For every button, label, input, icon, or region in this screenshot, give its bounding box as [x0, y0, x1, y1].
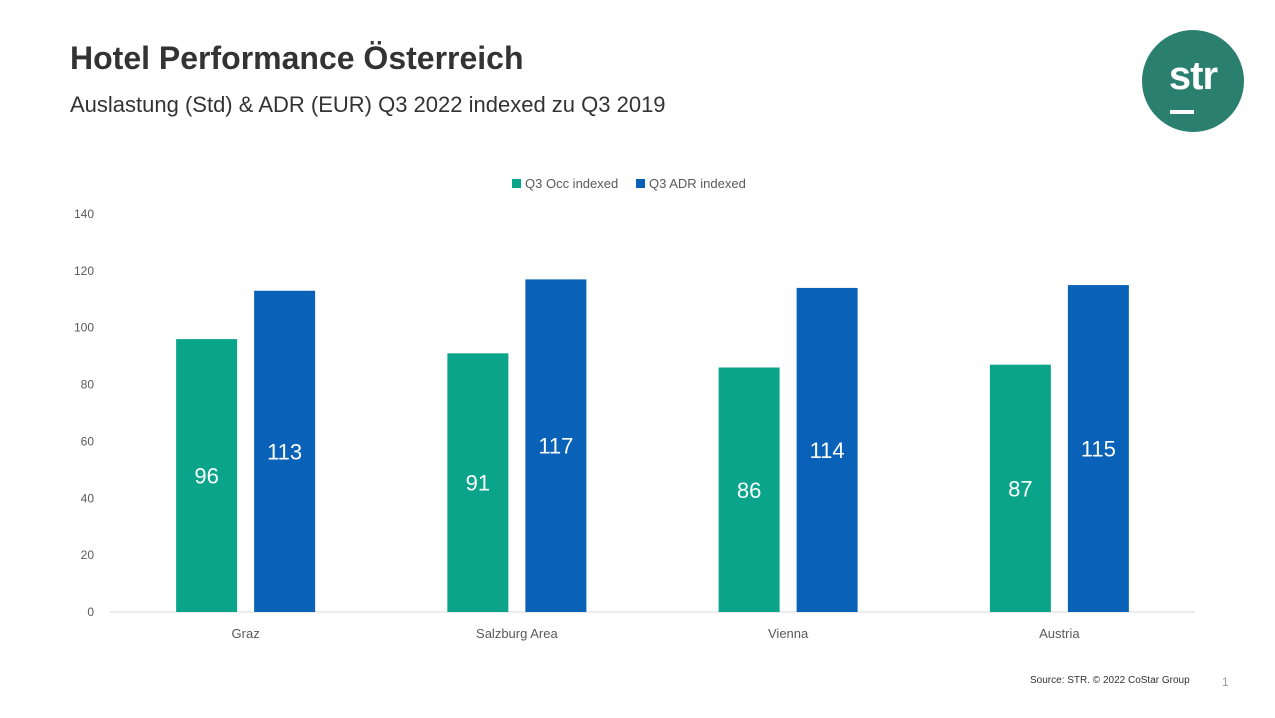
y-tick-label: 140 — [74, 207, 94, 221]
str-logo: str — [1142, 30, 1244, 132]
legend-swatch — [512, 179, 521, 188]
bar-adr — [796, 287, 858, 612]
source-note: Source: STR. © 2022 CoStar Group — [1030, 675, 1190, 686]
bar-adr — [254, 290, 316, 612]
data-label: 91 — [466, 471, 490, 496]
bar-occ — [989, 364, 1051, 612]
y-tick-label: 80 — [81, 378, 95, 392]
bar-occ — [176, 339, 238, 612]
legend-label: Q3 ADR indexed — [649, 176, 746, 191]
data-label: 87 — [1008, 476, 1032, 501]
y-tick-label: 60 — [81, 434, 95, 448]
logo-text: str — [1168, 54, 1218, 98]
legend-label: Q3 Occ indexed — [525, 176, 618, 191]
data-label: 86 — [737, 478, 761, 503]
y-tick-label: 120 — [74, 264, 94, 278]
data-label: 115 — [1081, 437, 1116, 462]
y-tick-label: 0 — [87, 605, 94, 619]
bar-adr — [525, 279, 587, 612]
y-tick-label: 20 — [81, 548, 95, 562]
data-label: 113 — [267, 439, 302, 464]
bar-occ — [718, 367, 780, 612]
page-subtitle: Auslastung (Std) & ADR (EUR) Q3 2022 ind… — [70, 92, 666, 117]
y-tick-label: 100 — [74, 321, 94, 335]
x-tick-label: Salzburg Area — [476, 626, 558, 641]
y-tick-label: 40 — [81, 491, 95, 505]
bar-adr — [1067, 285, 1129, 612]
page-number: 1 — [1222, 675, 1229, 689]
page-title: Hotel Performance Österreich — [70, 40, 524, 76]
data-label: 114 — [810, 438, 845, 463]
x-tick-label: Vienna — [768, 626, 809, 641]
logo-underline — [1170, 110, 1194, 114]
bar-occ — [447, 353, 509, 612]
x-tick-label: Austria — [1039, 626, 1080, 641]
data-label: 96 — [194, 464, 218, 489]
x-tick-label: Graz — [232, 626, 260, 641]
legend-swatch — [636, 179, 645, 188]
data-label: 117 — [538, 434, 573, 459]
